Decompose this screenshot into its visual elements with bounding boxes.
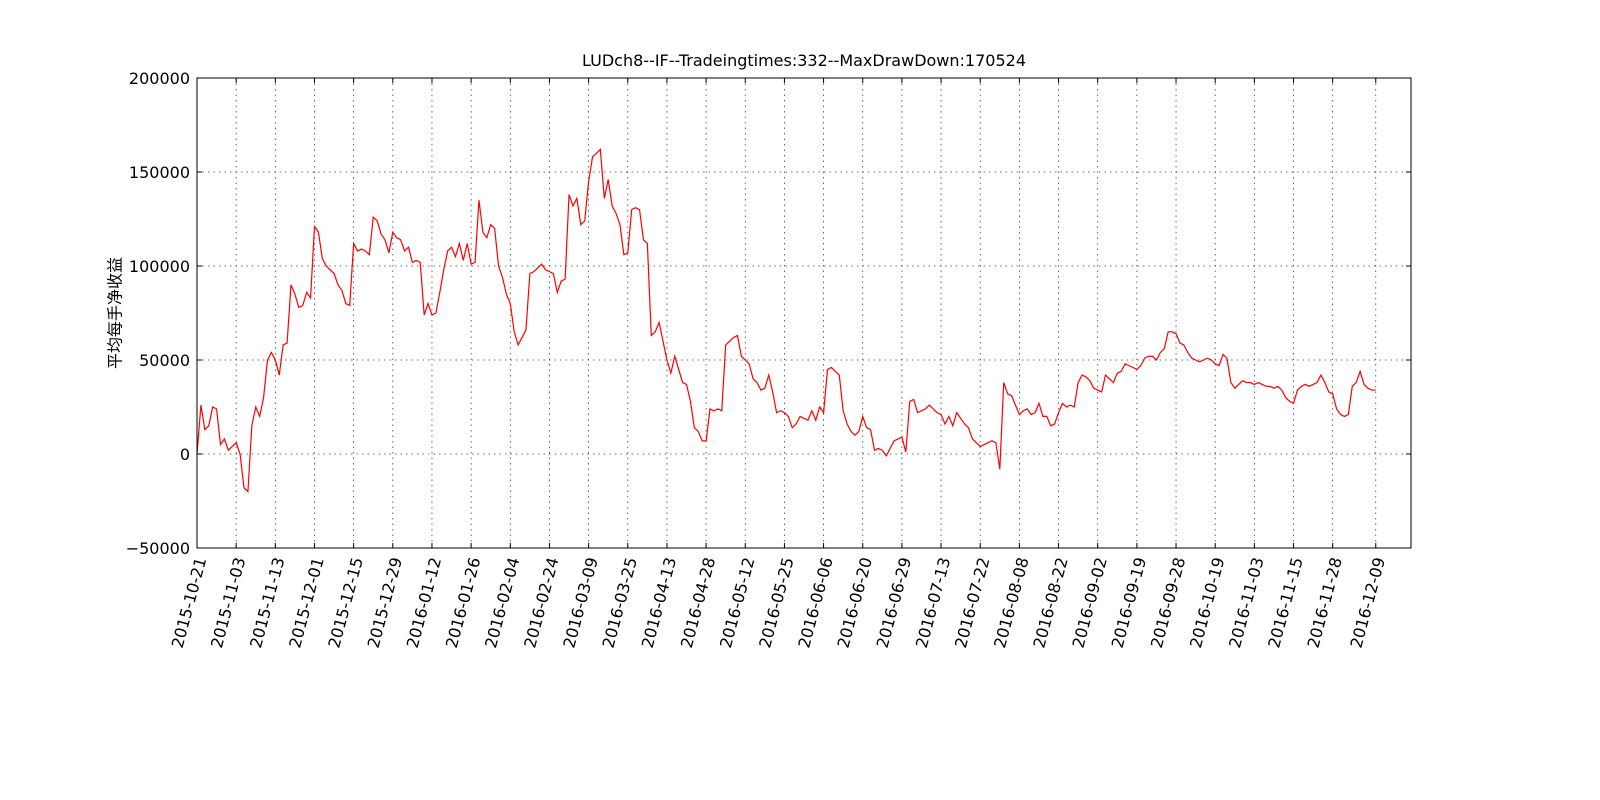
plot-frame [196,77,1412,549]
y-tick-label: 100000 [129,257,190,276]
chart-title: LUDch8--IF--Tradeingtimes:332--MaxDrawDo… [582,51,1026,70]
y-axis-label: 平均每手净收益 [106,257,125,369]
y-tick-label: 150000 [129,163,190,182]
y-tick-label: 200000 [129,69,190,88]
y-tick-label: 0 [180,445,190,464]
y-tick-label: 50000 [139,351,190,370]
y-tick-label: −50000 [126,539,190,558]
data-line [196,148,1376,493]
